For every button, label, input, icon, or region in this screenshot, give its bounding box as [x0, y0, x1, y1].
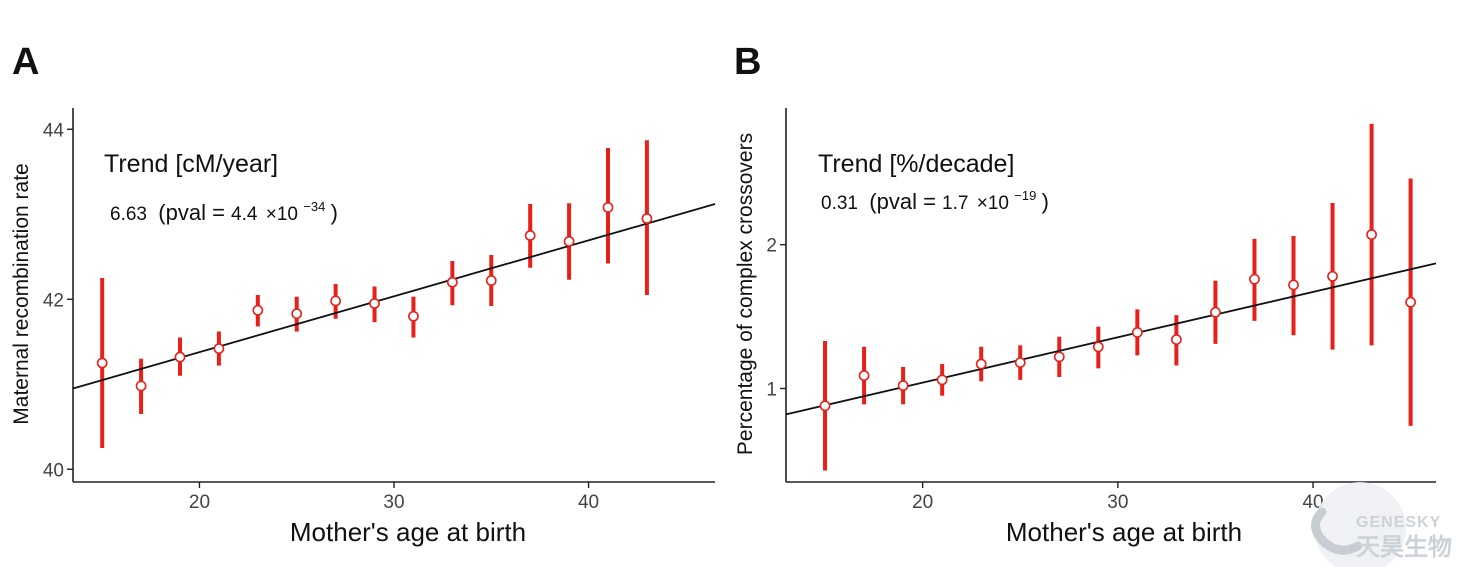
panel-b-pval-exponent: −19	[1014, 188, 1036, 203]
panel-a-y-tick-label: 42	[43, 290, 64, 311]
panel-a-pval-times: ×10	[266, 204, 298, 225]
panel-b-data-point	[1249, 273, 1260, 285]
panel-a-plot: 20 30 40 40 42 44	[43, 108, 716, 513]
panel-a-data-point	[330, 295, 342, 307]
panel-a-pval-exponent: −34	[303, 199, 325, 214]
panel-a-trend-stat: 6.63 (pval = 4.4 ×10 −34 )	[110, 195, 338, 225]
panel-b: B 20 30 40 1 2 Mother's age at birth Percent…	[734, 41, 1437, 547]
panel-a-data-point	[291, 308, 303, 320]
watermark-logo: GENESKY 天昊生物	[1311, 482, 1452, 567]
panel-b-data-point	[1288, 279, 1299, 291]
panel-b-x-tick-label: 20	[912, 492, 933, 513]
panel-a-pval-mantissa: 4.4	[231, 204, 258, 225]
panel-b-data-point	[858, 370, 870, 381]
panel-b-data-point	[936, 374, 948, 386]
panel-b-data-point	[1092, 341, 1104, 353]
panel-a-trend-value: 6.63	[110, 204, 147, 225]
panel-a-data-point	[408, 310, 419, 322]
panel-b-x-tick-label: 40	[1302, 492, 1323, 513]
panel-a-data-point	[641, 213, 653, 224]
panel-b-data-point	[1405, 296, 1417, 308]
panel-a-data-point	[563, 236, 575, 247]
panel-a-pval-prefix: (pval =	[158, 200, 231, 225]
panel-a-data-point	[252, 304, 264, 316]
panel-a-data-point	[485, 275, 497, 286]
panel-b-data-point	[1210, 306, 1221, 318]
panel-b-trend-title: Trend [%/decade]	[818, 150, 1014, 178]
panel-a-data-point	[135, 380, 147, 392]
panel-b-y-axis-title: Percentage of complex crossovers	[734, 133, 757, 455]
panel-a-letter: A	[12, 41, 39, 83]
panel-b-pval-mantissa: 1.7	[942, 193, 968, 214]
panel-b-trend-value: 0.31	[821, 193, 858, 214]
panel-a-y-axis-title: Maternal recombination rate	[10, 163, 33, 424]
panel-a-pval-suffix: )	[331, 200, 338, 225]
panel-a-data-point	[524, 230, 536, 241]
panel-b-plot: 20 30 40 1 2	[766, 108, 1437, 513]
panel-b-trend-stat: 0.31 (pval = 1.7 ×10 −19 )	[821, 184, 1049, 214]
panel-a-data-point	[369, 298, 380, 309]
panel-b-data-point	[819, 400, 831, 412]
panel-b-y-tick-label: 1	[766, 380, 777, 401]
panel-a-trend-title: Trend [cM/year]	[104, 150, 278, 178]
panel-b-x-tick-label: 30	[1107, 492, 1128, 513]
panel-b-data-point	[1014, 357, 1026, 369]
panel-b-data-point	[1366, 229, 1377, 240]
panel-b-data-point	[1131, 326, 1143, 338]
panel-b-data-point	[1327, 270, 1338, 282]
panel-b-data-point	[897, 380, 909, 392]
panel-b-pval-times: ×10	[977, 193, 1009, 214]
panel-a: A 20 30 40 40 42 44 Mother's age at birth Mat…	[10, 41, 716, 547]
panel-b-trend-line	[785, 262, 1437, 416]
panel-a-x-axis-title: Mother's age at birth	[290, 517, 526, 547]
panel-b-data-point	[1053, 351, 1065, 363]
panel-a-data-point	[602, 202, 614, 213]
panel-b-data-point	[975, 358, 987, 370]
panel-a-x-tick-label: 30	[383, 492, 404, 513]
panel-a-data-point	[96, 357, 108, 369]
panel-a-y-tick-label: 44	[43, 120, 65, 141]
watermark-text-cn: 天昊生物	[1356, 534, 1452, 561]
watermark-swoosh-icon	[1311, 507, 1363, 555]
panel-b-x-axis-title: Mother's age at birth	[1006, 517, 1242, 547]
panel-a-x-tick-label: 20	[189, 492, 210, 513]
panel-a-data-point	[213, 343, 225, 354]
panel-b-data-point	[1170, 334, 1182, 345]
panel-a-x-tick-label: 40	[578, 492, 599, 513]
panel-b-y-tick-label: 2	[766, 236, 777, 257]
panel-a-data-point	[174, 351, 186, 363]
panel-b-pval-suffix: )	[1042, 189, 1049, 214]
panel-b-pval-prefix: (pval =	[869, 189, 942, 214]
panel-a-data-point	[446, 276, 458, 288]
panel-a-trend-line	[72, 203, 716, 390]
watermark-text-latin: GENESKY	[1356, 514, 1441, 531]
panel-a-y-tick-label: 40	[43, 460, 64, 481]
panel-b-letter: B	[734, 41, 761, 83]
